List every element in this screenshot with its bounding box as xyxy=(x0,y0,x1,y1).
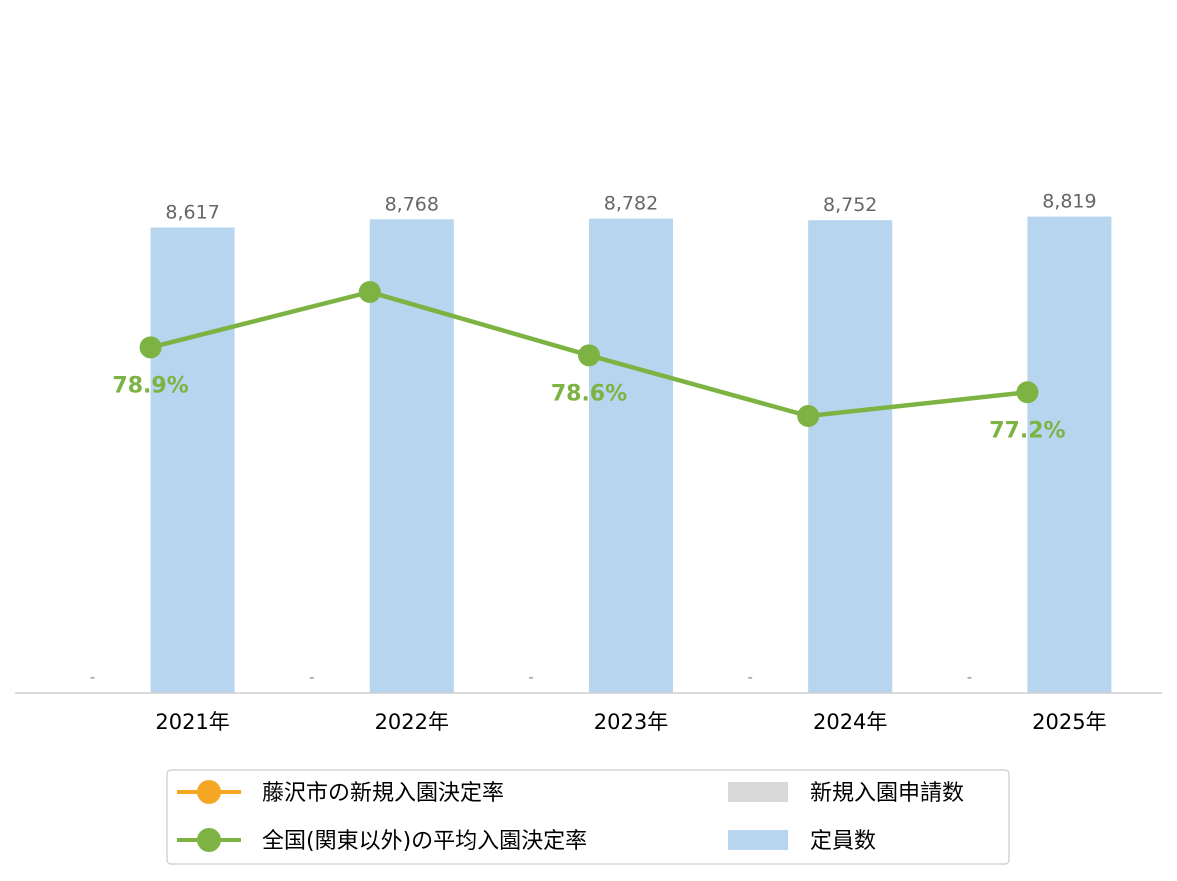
legend-marker-fujisawa xyxy=(197,780,221,804)
legend: 藤沢市の新規入園決定率 全国(関東以外)の平均入園決定率 新規入園申請数 定員数 xyxy=(166,769,1010,865)
x-tick-label: 2023年 xyxy=(594,710,668,734)
x-tick-label: 2025年 xyxy=(1032,710,1106,734)
legend-swatch-applications xyxy=(728,782,788,802)
national-average-data-label: 77.2% xyxy=(989,418,1065,443)
x-tick-label: 2022年 xyxy=(375,710,449,734)
capacity-bar xyxy=(1027,216,1112,693)
legend-frame xyxy=(166,769,1010,865)
national-average-point xyxy=(797,405,820,427)
legend-item-capacity: 定員数 xyxy=(728,829,876,854)
legend-item-applications: 新規入園申請数 xyxy=(728,781,964,806)
capacity-data-label: 8,819 xyxy=(1042,191,1096,213)
capacity-bar xyxy=(369,219,454,694)
x-tick-label: 2021年 xyxy=(155,710,229,734)
bar-layer xyxy=(150,216,1112,694)
legend-label-applications: 新規入園申請数 xyxy=(810,781,964,806)
legend-label-capacity: 定員数 xyxy=(810,829,876,854)
legend-label-national: 全国(関東以外)の平均入園決定率 xyxy=(262,829,587,854)
national-average-point xyxy=(358,281,381,303)
legend-item-national: 全国(関東以外)の平均入園決定率 xyxy=(177,828,587,854)
capacity-bar xyxy=(808,220,893,694)
legend-swatch-capacity xyxy=(728,830,788,850)
capacity-data-label: 8,617 xyxy=(165,201,219,223)
applications-data-label: - xyxy=(528,668,533,686)
applications-data-label: - xyxy=(967,668,972,686)
applications-data-label: - xyxy=(747,668,752,686)
bar-label-layer: 8,617 - 8,768 - 8,782 - 8,752 - 8,819 - xyxy=(90,191,1097,686)
national-average-point xyxy=(139,336,162,359)
capacity-data-label: 8,782 xyxy=(604,193,658,215)
legend-marker-national xyxy=(197,828,221,852)
x-tick-layer: 2021年 2022年 2023年 2024年 2025年 xyxy=(155,710,1106,734)
line-layer: 78.9% 78.6% 77.2% xyxy=(112,281,1066,443)
national-average-data-label: 78.6% xyxy=(551,381,627,406)
national-average-point xyxy=(578,344,600,367)
legend-label-fujisawa: 藤沢市の新規入園決定率 xyxy=(262,781,504,806)
capacity-bar xyxy=(150,227,235,694)
national-average-data-label: 78.9% xyxy=(112,373,188,398)
capacity-data-label: 8,768 xyxy=(385,193,439,215)
legend-item-fujisawa: 藤沢市の新規入園決定率 xyxy=(177,780,504,806)
applications-data-label: - xyxy=(90,668,95,686)
capacity-data-label: 8,752 xyxy=(823,194,877,216)
capacity-bar xyxy=(589,218,673,693)
national-average-point xyxy=(1016,381,1039,404)
applications-data-label: - xyxy=(309,668,314,686)
x-tick-label: 2024年 xyxy=(813,710,887,734)
